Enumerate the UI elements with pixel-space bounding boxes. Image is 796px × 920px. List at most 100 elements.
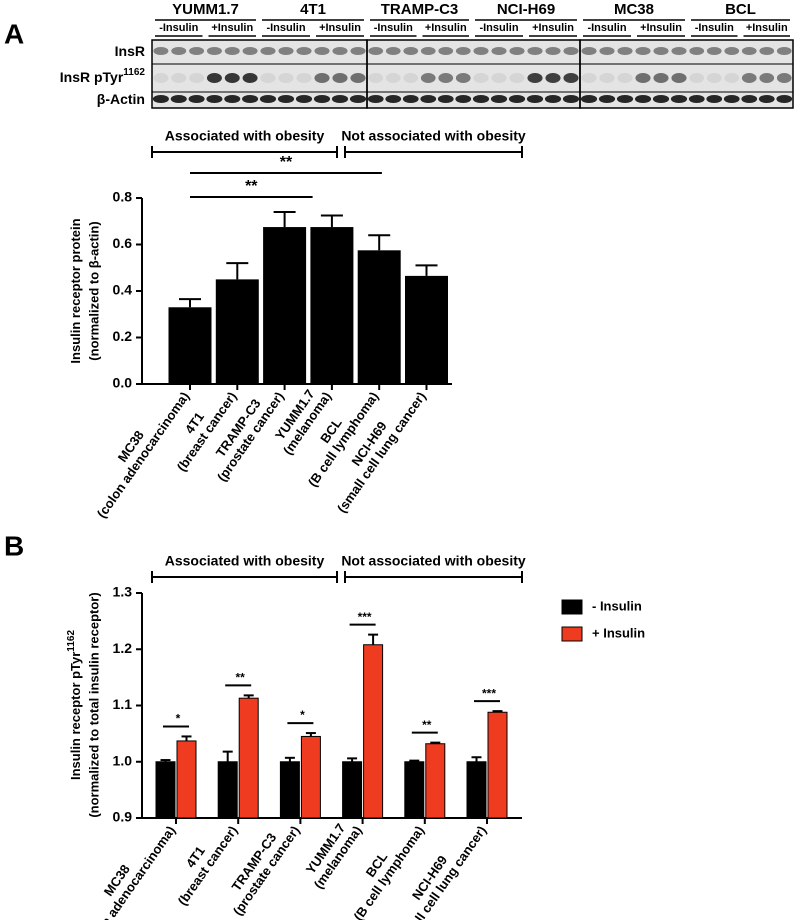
- group-bracket: [151, 146, 338, 158]
- band: [313, 95, 331, 103]
- band: [420, 95, 437, 103]
- bar: [405, 275, 448, 384]
- significance-label: **: [280, 154, 293, 171]
- bar: [404, 761, 425, 819]
- band: [599, 47, 615, 55]
- band: [385, 95, 402, 103]
- group-bracket: [151, 571, 338, 583]
- band: [545, 73, 561, 83]
- band: [635, 47, 651, 55]
- bar: [487, 711, 508, 819]
- bar: [176, 740, 197, 819]
- band: [153, 73, 169, 83]
- bar: [425, 743, 446, 819]
- band: [563, 73, 579, 83]
- band: [473, 47, 489, 55]
- band: [527, 47, 543, 55]
- band: [776, 47, 792, 55]
- panel-label: B: [4, 530, 24, 561]
- band: [189, 47, 205, 55]
- band: [188, 95, 205, 103]
- bar: [155, 761, 176, 819]
- band: [473, 73, 489, 83]
- blot-frame: [579, 39, 794, 109]
- band: [332, 73, 348, 83]
- condition-header: +Insulin: [425, 22, 467, 34]
- band: [689, 47, 705, 55]
- y-tick-label: 1.1: [113, 696, 133, 712]
- y-tick-label: 1.3: [113, 584, 133, 600]
- band: [295, 95, 313, 103]
- group-label: Not associated with obesity: [341, 128, 526, 144]
- band: [206, 95, 223, 103]
- band: [152, 95, 169, 103]
- band: [759, 47, 775, 55]
- band: [206, 47, 222, 55]
- y-tick-label: 0.0: [113, 375, 133, 391]
- significance-label: *: [300, 708, 305, 722]
- band: [350, 73, 366, 83]
- band: [724, 47, 740, 55]
- band: [634, 95, 652, 103]
- y-axis-label: Insulin receptor protein (normalized to β…: [68, 218, 101, 363]
- y-tick-label: 0.6: [113, 235, 133, 251]
- band: [260, 47, 276, 55]
- band: [776, 73, 792, 83]
- row-label-sup: 1162: [123, 67, 145, 78]
- band: [260, 73, 276, 83]
- cell-line-header: MC38: [614, 1, 654, 18]
- significance-label: *: [176, 712, 181, 726]
- band: [437, 95, 454, 103]
- condition-header: +Insulin: [319, 22, 361, 34]
- blot-strip: [152, 92, 793, 108]
- bar: [363, 644, 384, 819]
- row-label-text: β-Actin: [97, 91, 145, 107]
- band: [581, 73, 597, 83]
- cell-line-header: TRAMP-C3: [381, 1, 459, 18]
- bar: [263, 227, 307, 384]
- band: [616, 95, 634, 103]
- group-label: Associated with obesity: [165, 553, 325, 569]
- blot-row-label: β-Actin: [97, 91, 145, 107]
- band: [242, 47, 258, 55]
- band: [741, 47, 757, 55]
- band: [224, 73, 240, 83]
- y-label-main: Insulin receptor pTyr1162: [66, 630, 84, 780]
- bar: [310, 227, 354, 384]
- band: [296, 73, 312, 83]
- group-label: Not associated with obesity: [341, 553, 526, 569]
- legend-swatch: [561, 626, 583, 642]
- condition-header: -Insulin: [374, 22, 413, 34]
- band: [617, 47, 633, 55]
- band: [562, 95, 580, 103]
- bar: [357, 250, 401, 384]
- y-tick-label: 1.2: [113, 640, 133, 656]
- band: [189, 73, 205, 83]
- band: [635, 73, 651, 83]
- band: [776, 95, 793, 103]
- group-bracket: [344, 571, 523, 583]
- band: [759, 73, 775, 83]
- condition-header: -Insulin: [159, 22, 198, 34]
- legend-label: + Insulin: [592, 625, 645, 640]
- band: [599, 73, 615, 83]
- y-axis-label: Insulin receptor pTyr1162 (normalized to …: [66, 592, 102, 817]
- band: [367, 95, 384, 103]
- band: [171, 47, 187, 55]
- band: [455, 73, 471, 83]
- cell-line-header: 4T1: [300, 1, 326, 18]
- band: [563, 47, 579, 55]
- y-label-sub: (normalized to total insulin receptor): [86, 592, 101, 817]
- band: [509, 73, 525, 83]
- cell-line-header: YUMM1.7: [172, 1, 239, 18]
- y-tick-label: 1.0: [113, 752, 133, 768]
- band: [385, 47, 401, 55]
- band: [723, 95, 740, 103]
- band: [314, 47, 330, 55]
- band: [349, 95, 367, 103]
- band: [491, 73, 507, 83]
- band: [350, 47, 366, 55]
- significance-label: **: [422, 718, 432, 732]
- band: [278, 73, 294, 83]
